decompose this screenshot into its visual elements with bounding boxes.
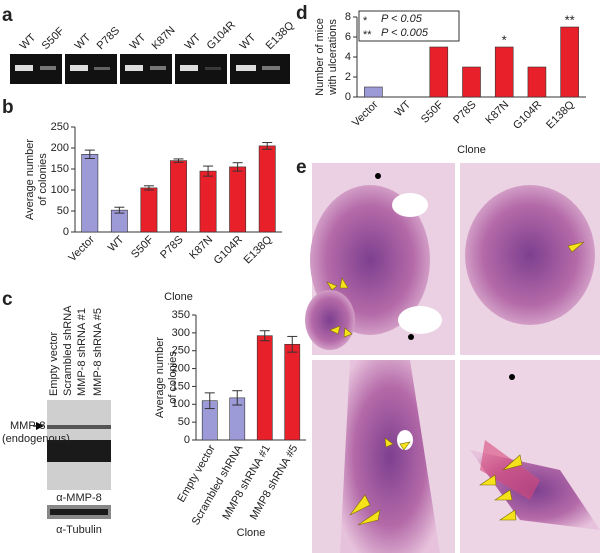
y-tick-label: 300 bbox=[172, 327, 190, 339]
blot bbox=[33, 400, 111, 519]
x-tick-label: P78S bbox=[158, 234, 186, 262]
lane-label: WT bbox=[18, 31, 39, 52]
bar bbox=[364, 86, 383, 98]
panel-label: a bbox=[2, 5, 13, 26]
bar bbox=[462, 66, 481, 98]
bar bbox=[284, 343, 301, 441]
x-tick-label: E138Q bbox=[544, 98, 577, 131]
lane-label: G104R bbox=[205, 19, 238, 52]
bar bbox=[494, 46, 514, 98]
significance: ** bbox=[565, 12, 575, 27]
bar bbox=[256, 335, 273, 441]
lane-label: E138Q bbox=[264, 19, 297, 52]
y-tick-label: 2 bbox=[345, 71, 351, 83]
y-axis-label: Average number bbox=[154, 337, 166, 418]
x-tick-label: Vector bbox=[350, 98, 381, 129]
y-tick-label: 100 bbox=[172, 398, 190, 410]
lane-label: S50F bbox=[40, 25, 67, 52]
x-axis-label: Clone bbox=[237, 527, 266, 539]
lane-label: MMP-8 shRNA #5 bbox=[92, 308, 104, 396]
panel-label: e bbox=[296, 157, 307, 178]
lane-label: WT bbox=[238, 31, 259, 52]
panel-label: d bbox=[296, 3, 308, 24]
y-axis-label: with ulcerations bbox=[327, 19, 339, 96]
significance: * bbox=[502, 32, 507, 47]
y-tick-label: 50 bbox=[178, 416, 190, 428]
x-tick-label: K87N bbox=[187, 234, 215, 262]
lane-label: Scrambled shRNA bbox=[62, 305, 74, 396]
y-tick-label: 350 bbox=[172, 309, 190, 321]
y-axis-label: Average number bbox=[24, 139, 36, 220]
legend-box bbox=[358, 10, 460, 42]
antibody-label: α-MMP-8 bbox=[56, 492, 101, 504]
panel-label: c bbox=[2, 289, 13, 310]
band-label: MMP-8 bbox=[10, 420, 45, 432]
y-tick-label: 8 bbox=[345, 11, 351, 23]
y-tick-label: 0 bbox=[63, 226, 69, 238]
bar bbox=[229, 166, 247, 233]
x-axis-label: Clone bbox=[164, 291, 193, 303]
lane-label: WT bbox=[128, 31, 149, 52]
y-axis-label: Number of mice bbox=[314, 18, 326, 96]
x-tick-label: E138Q bbox=[242, 233, 275, 266]
y-tick-label: 0 bbox=[345, 91, 351, 103]
lane-label: P78S bbox=[95, 25, 123, 53]
y-tick-label: 200 bbox=[51, 142, 69, 154]
y-tick-label: 6 bbox=[345, 31, 351, 43]
bar bbox=[81, 154, 99, 233]
band-label: (endogenous) bbox=[2, 433, 70, 445]
histology bbox=[305, 163, 600, 553]
bar bbox=[140, 187, 158, 233]
y-axis-label: of colonies bbox=[37, 153, 49, 206]
y-tick-label: 4 bbox=[345, 51, 351, 63]
legend-mark: ** bbox=[363, 29, 372, 41]
y-tick-label: 250 bbox=[172, 345, 190, 357]
gel bbox=[10, 54, 290, 84]
x-tick-label: P78S bbox=[451, 99, 479, 127]
x-tick-label: S50F bbox=[419, 98, 446, 125]
y-tick-label: 150 bbox=[51, 163, 69, 175]
bar bbox=[527, 66, 547, 98]
y-tick-label: 200 bbox=[172, 362, 190, 374]
bar bbox=[170, 160, 187, 233]
x-tick-label: WT bbox=[393, 98, 414, 119]
bar bbox=[199, 170, 217, 233]
y-tick-label: 0 bbox=[184, 434, 190, 446]
bar bbox=[429, 46, 449, 98]
legend-mark: * bbox=[363, 15, 368, 27]
x-tick-label: K87N bbox=[483, 99, 511, 127]
y-tick-label: 250 bbox=[51, 121, 69, 133]
x-tick-label: S50F bbox=[129, 233, 156, 260]
lane-label: Empty vector bbox=[48, 331, 60, 396]
y-axis-label: of colonies bbox=[167, 351, 179, 404]
y-tick-label: 150 bbox=[172, 380, 190, 392]
x-tick-label: G104R bbox=[511, 99, 544, 132]
lane-label: K87N bbox=[150, 24, 178, 52]
legend-text: P < 0.005 bbox=[381, 27, 429, 39]
lane-label: WT bbox=[73, 31, 94, 52]
lane-label: WT bbox=[183, 31, 204, 52]
y-tick-label: 50 bbox=[57, 205, 69, 217]
x-axis-label: Clone bbox=[457, 144, 486, 156]
x-tick-label: Vector bbox=[66, 233, 97, 264]
bar bbox=[258, 145, 276, 233]
antibody-label: α-Tubulin bbox=[56, 524, 102, 536]
x-tick-label: WT bbox=[106, 233, 127, 254]
panel-label: b bbox=[2, 97, 14, 118]
legend-text: P < 0.05 bbox=[381, 13, 423, 25]
x-tick-label: G104R bbox=[212, 234, 245, 267]
y-tick-label: 100 bbox=[51, 184, 69, 196]
lane-label: MMP-8 shRNA #1 bbox=[76, 308, 88, 396]
bar bbox=[560, 26, 579, 98]
